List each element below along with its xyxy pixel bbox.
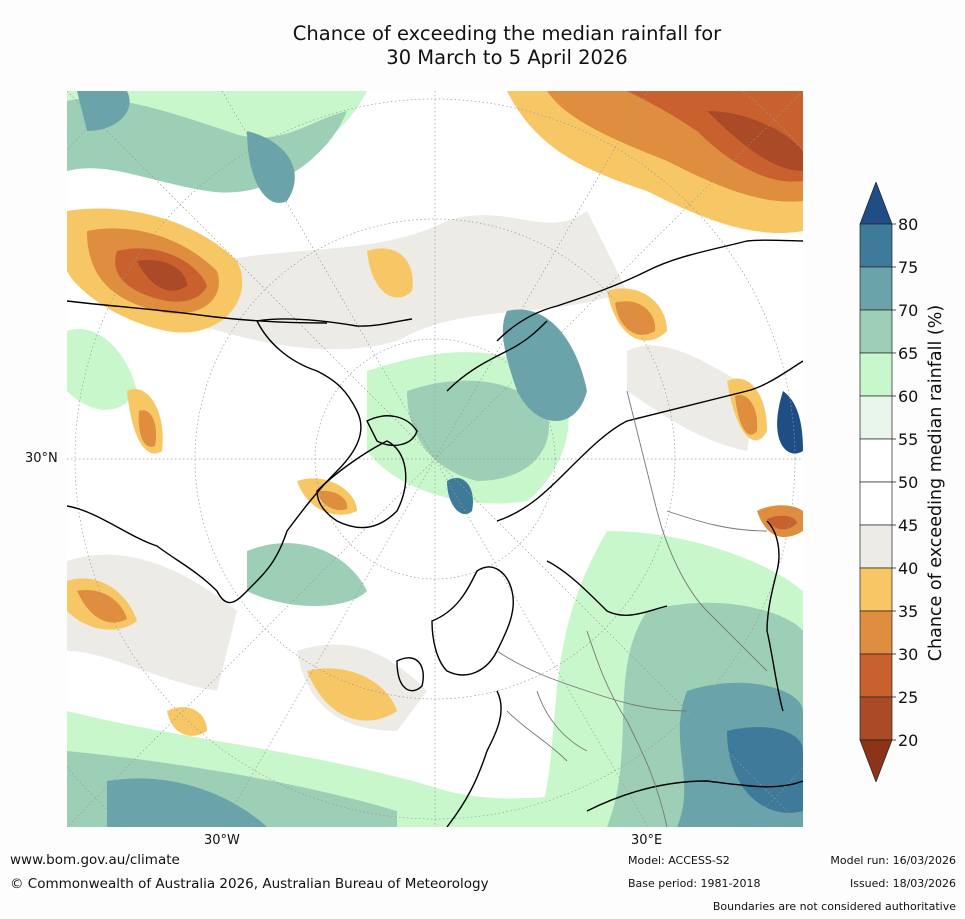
- colorbar-over-80: [859, 182, 893, 225]
- colorbar-band-65-70: [859, 309, 893, 354]
- colorbar-tick-label: 40: [898, 559, 918, 578]
- coastlines: [67, 239, 803, 827]
- dry-regions: [67, 91, 803, 736]
- copyright-text: © Commonwealth of Australia 2026, Austra…: [10, 876, 489, 892]
- colorbar-tick-label: 80: [898, 215, 918, 234]
- colorbar-tick-label: 50: [898, 473, 918, 492]
- colorbar-tick-label: 55: [898, 430, 918, 449]
- title-line-1: Chance of exceeding the median rainfall …: [292, 22, 722, 45]
- map-title: Chance of exceeding the median rainfall …: [0, 22, 965, 70]
- colorbar-tick-label: 20: [898, 731, 918, 750]
- colorbar-band-60-65: [859, 352, 893, 397]
- colorbar-band-20-25: [859, 696, 893, 741]
- colorbar-band-75-80: [859, 223, 893, 268]
- colorbar-tick-label: 45: [898, 516, 918, 535]
- graticule: [67, 91, 803, 827]
- issued-date: Issued: 18/03/2026: [849, 877, 956, 890]
- colorbar-band-35-40: [859, 567, 893, 612]
- rainfall-probability-map: [67, 91, 803, 827]
- map-canvas: [67, 91, 803, 827]
- colorbar-band-40-45: [859, 524, 893, 569]
- wet-regions: [67, 91, 803, 827]
- website-link[interactable]: www.bom.gov.au/climate: [10, 852, 180, 868]
- colorbar-under-20: [859, 739, 893, 782]
- longitude-label-30w: 30°W: [204, 833, 240, 848]
- base-period: Base period: 1981-2018: [628, 877, 761, 890]
- colorbar-tick-label: 25: [898, 688, 918, 707]
- legend-title-text: Chance of exceeding median rainfall (%): [926, 304, 946, 662]
- boundaries-disclaimer: Boundaries are not considered authoritat…: [712, 900, 956, 913]
- latitude-label-30n: 30°N: [25, 451, 58, 466]
- model-run-date: Model run: 16/03/2026: [830, 854, 956, 867]
- colorbar-band-30-35: [859, 610, 893, 655]
- colorbar: 80 75 70 65 60 55 50 45 40 35 30 25 20: [859, 182, 918, 782]
- colorbar-tick-label: 35: [898, 602, 918, 621]
- country-borders: [496, 390, 768, 827]
- colorbar-band-45-50: [859, 481, 893, 526]
- model-name: Model: ACCESS-S2: [628, 854, 730, 867]
- colorbar-band-50-55: [859, 438, 893, 483]
- colorbar-band-70-75: [859, 266, 893, 311]
- colorbar-tick-label: 60: [898, 387, 918, 406]
- colorbar-tick-label: 70: [898, 301, 918, 320]
- longitude-label-30e: 30°E: [631, 833, 663, 848]
- colorbar-tick-label: 65: [898, 344, 918, 363]
- colorbar-band-55-60: [859, 395, 893, 440]
- colorbar-band-25-30: [859, 653, 893, 698]
- colorbar-tick-label: 75: [898, 258, 918, 277]
- colorbar-tick-label: 30: [898, 645, 918, 664]
- title-line-2: 30 March to 5 April 2026: [386, 46, 628, 69]
